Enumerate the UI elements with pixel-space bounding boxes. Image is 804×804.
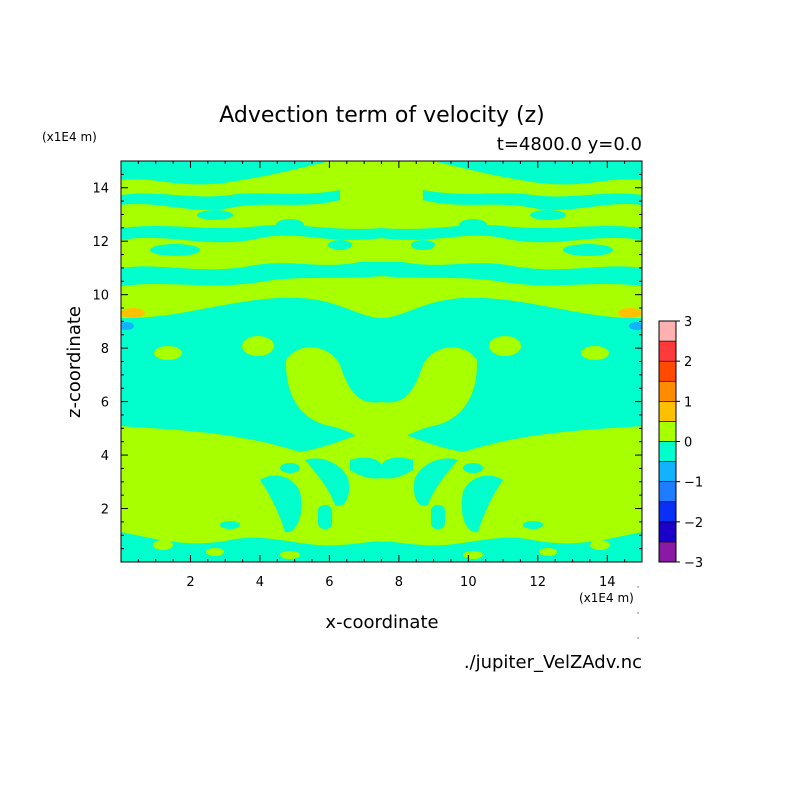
negative-region: [578, 314, 588, 322]
negative-region: [461, 475, 503, 533]
colorbar-swatch: [658, 441, 677, 462]
y-unit-label: (x1E4 m): [42, 130, 97, 144]
negative-speck: [629, 322, 642, 330]
chart-title: Advection term of velocity (z): [219, 103, 545, 128]
positive-speck: [618, 308, 642, 318]
negative-region: [411, 240, 435, 250]
x-unit-label: (x1E4 m): [579, 591, 634, 605]
negative-region: [121, 532, 382, 562]
colorbar-tick-label: −3: [684, 556, 703, 571]
negative-region: [305, 458, 350, 506]
chart-subtitle: t=4800.0 y=0.0: [497, 134, 642, 155]
negative-region: [121, 190, 340, 210]
negative-region: [344, 325, 356, 335]
negative-region: [423, 190, 642, 210]
colorbar-swatch: [658, 501, 677, 523]
x-tick-label: 10: [460, 575, 477, 590]
colorbar-swatch: [658, 360, 677, 382]
positive-region: [242, 336, 274, 356]
positive-region: [206, 548, 224, 556]
contour-field: [121, 161, 642, 562]
negative-region: [260, 475, 302, 533]
y-tick-label: 8: [101, 342, 109, 357]
x-tick-label: 4: [256, 575, 264, 590]
x-tick-label: 12: [530, 575, 547, 590]
negative-region: [431, 505, 445, 529]
colorbar-swatch: [658, 340, 677, 362]
negative-region: [523, 521, 543, 529]
colorbar-tick-label: 0: [684, 436, 692, 451]
positive-region: [539, 548, 557, 556]
negative-region: [175, 314, 185, 322]
colorbar-swatch: [658, 320, 677, 342]
negative-region: [276, 219, 304, 231]
negative-region: [407, 325, 419, 335]
negative-region: [381, 225, 642, 243]
negative-region: [530, 210, 566, 220]
negative-region: [318, 505, 332, 529]
y-tick-label: 12: [92, 235, 109, 250]
y-tick-label: 2: [101, 503, 109, 518]
negative-region: [381, 262, 642, 286]
y-tick-label: 14: [92, 182, 109, 197]
colorbar-swatch: [658, 380, 677, 402]
y-axis: 2 4 6 8 10 12 14: [92, 160, 642, 550]
colorbar-tick-label: 1: [684, 395, 692, 410]
colorbar-swatch: [658, 401, 677, 422]
positive-region: [280, 551, 300, 559]
positive-region: [153, 540, 173, 550]
colorbar-tick-label: 2: [684, 355, 692, 370]
colorbar-swatch: [658, 421, 677, 442]
dot-mark: ·: [637, 634, 640, 644]
dot-mark: ·: [637, 583, 640, 593]
positive-region: [463, 551, 483, 559]
positive-region: [581, 346, 609, 360]
negative-region: [121, 161, 330, 185]
colorbar-swatch: [658, 461, 677, 482]
negative-region: [220, 521, 240, 529]
colorbar-swatch: [658, 521, 677, 543]
negative-region: [121, 262, 382, 286]
negative-region: [197, 210, 233, 220]
x-tick-label: 8: [395, 575, 403, 590]
y-tick-label: 6: [101, 396, 109, 411]
negative-region: [563, 244, 613, 256]
y-axis-label: z-coordinate: [64, 306, 85, 418]
x-axis: 2 4 6 8 10 12 14: [137, 161, 643, 590]
negative-region: [463, 463, 483, 473]
source-filename: ./jupiter_VelZAdv.nc: [464, 652, 642, 673]
negative-region: [433, 161, 642, 185]
negative-region: [150, 244, 200, 256]
negative-region: [328, 240, 352, 250]
colorbar-tick-label: −1: [684, 476, 703, 491]
negative-region: [121, 225, 382, 243]
positive-region: [381, 347, 478, 445]
positive-region: [285, 347, 382, 445]
negative-region: [381, 532, 642, 562]
colorbar-tick-label: 3: [684, 315, 692, 330]
x-tick-label: 14: [599, 575, 616, 590]
x-tick-label: 2: [186, 575, 194, 590]
colorbar-swatch: [658, 481, 677, 503]
colorbar-tick-label: −2: [684, 516, 703, 531]
negative-region: [381, 457, 413, 479]
positive-region: [489, 336, 521, 356]
negative-region: [459, 219, 487, 231]
colorbar-swatch: [658, 541, 677, 563]
positive-region: [154, 346, 182, 360]
x-tick-label: 6: [325, 575, 333, 590]
y-tick-label: 10: [92, 289, 109, 304]
negative-region: [280, 463, 300, 473]
dot-mark: ·: [637, 609, 640, 619]
negative-region: [413, 458, 458, 506]
x-axis-label: x-coordinate: [325, 612, 438, 633]
negative-speck: [121, 322, 134, 330]
positive-speck: [121, 308, 145, 318]
negative-region: [350, 457, 382, 479]
colorbar: −3 −2 −1 0 1 2 3: [658, 315, 703, 571]
positive-region: [590, 540, 610, 550]
y-tick-label: 4: [101, 449, 109, 464]
